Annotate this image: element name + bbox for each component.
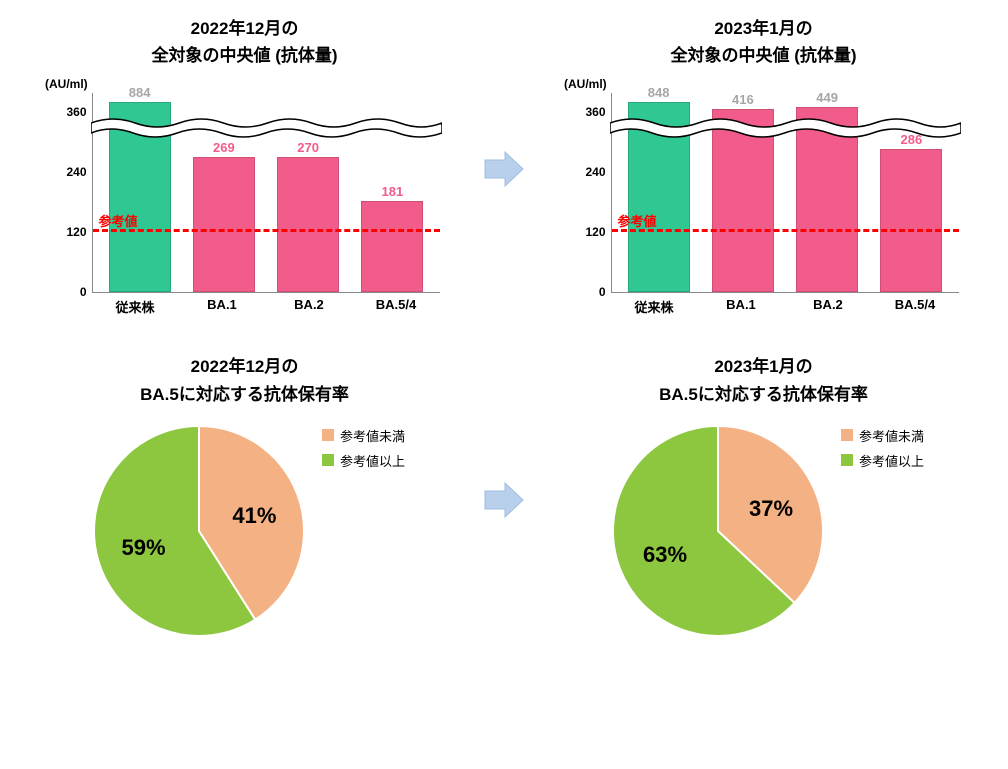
arrow-icon <box>479 477 529 523</box>
pie: 37% 63% <box>603 416 833 646</box>
bar-plot: 0120240360参考値884269270181従来株BA.1BA.2BA.5… <box>40 93 450 323</box>
y-axis-unit: (AU/ml) <box>564 77 607 91</box>
legend: 参考値未満 参考値以上 <box>322 426 405 470</box>
legend: 参考値未満 参考値以上 <box>841 426 924 470</box>
svg-text:59%: 59% <box>122 535 166 560</box>
legend-swatch-above <box>841 454 853 466</box>
legend-swatch-below <box>841 429 853 441</box>
svg-text:41%: 41% <box>232 503 276 528</box>
legend-swatch-above <box>322 454 334 466</box>
svg-text:63%: 63% <box>643 542 687 567</box>
legend-label: 参考値未満 <box>340 426 405 445</box>
pie: 41% 59% <box>84 416 314 646</box>
legend-label: 参考値以上 <box>859 451 924 470</box>
chart-title: 2022年12月の全対象の中央値 (抗体量) <box>151 15 337 69</box>
legend-label: 参考値未満 <box>859 426 924 445</box>
pie-chart-jan2023: 2023年1月のBA.5に対応する抗体保有率 37% 63% 参考値未満 参考値以… <box>529 353 998 645</box>
legend-swatch-below <box>322 429 334 441</box>
bar-chart-dec2022: 2022年12月の全対象の中央値 (抗体量) (AU/ml) 012024036… <box>10 15 479 323</box>
arrow-icon <box>479 146 529 192</box>
chart-title: 2023年1月のBA.5に対応する抗体保有率 <box>659 353 868 407</box>
chart-title: 2022年12月のBA.5に対応する抗体保有率 <box>140 353 349 407</box>
bar-chart-jan2023: 2023年1月の全対象の中央値 (抗体量) (AU/ml) 0120240360… <box>529 15 998 323</box>
svg-text:37%: 37% <box>749 496 793 521</box>
bar-plot: 0120240360参考値848416449286従来株BA.1BA.2BA.5… <box>559 93 969 323</box>
y-axis-unit: (AU/ml) <box>45 77 88 91</box>
chart-title: 2023年1月の全対象の中央値 (抗体量) <box>670 15 856 69</box>
pie-chart-dec2022: 2022年12月のBA.5に対応する抗体保有率 41% 59% 参考値未満 参考値… <box>10 353 479 645</box>
legend-label: 参考値以上 <box>340 451 405 470</box>
